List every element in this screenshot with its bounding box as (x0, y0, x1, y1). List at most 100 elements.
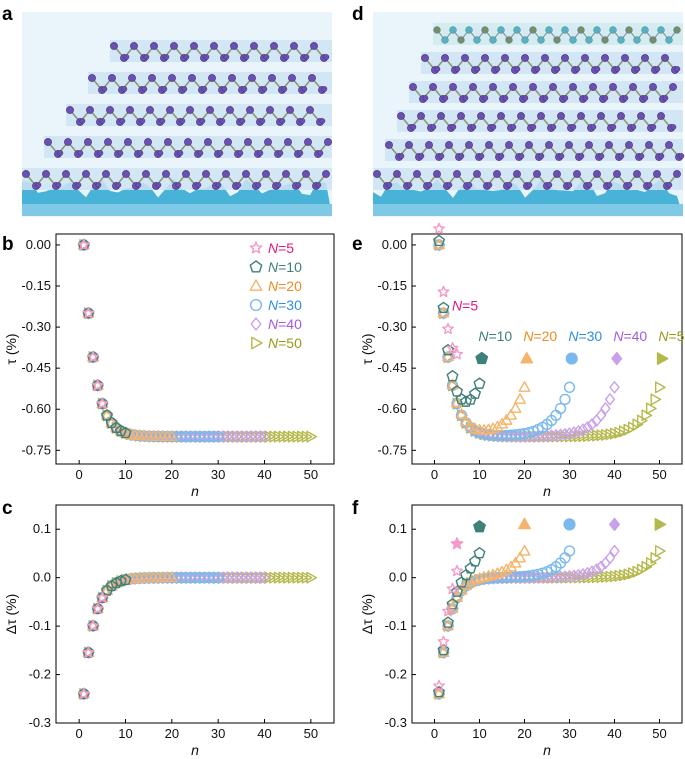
layer-2-atom (478, 153, 485, 159)
heterolayer-atom (465, 26, 473, 34)
layer-4-atom (301, 86, 308, 92)
y-tick-label: -0.60 (21, 401, 51, 416)
layer-3-atom (266, 106, 274, 114)
layer-2-atom (144, 138, 152, 146)
filled-marker-N50 (656, 352, 669, 365)
layer-5-atom (661, 54, 669, 62)
layer-3-atom (219, 118, 226, 124)
layer-1-atom (162, 170, 170, 178)
layer-1-atom (453, 170, 461, 178)
data-point (609, 544, 620, 558)
layer-2-atom (217, 150, 224, 156)
y-axis-label: Δτ (%) (3, 594, 19, 635)
layer-3-atom (410, 124, 417, 130)
layer-5-atom (654, 66, 661, 72)
data-point (259, 430, 270, 443)
layer-1-atom (433, 170, 441, 178)
layer-5-atom (474, 66, 481, 72)
y-tick-label: 0.1 (33, 521, 51, 536)
layer-1-atom (182, 170, 190, 178)
layer-4-atom (602, 95, 609, 101)
data-point (119, 426, 132, 439)
layer-5-atom (283, 54, 290, 60)
legend-prefix: N (268, 335, 279, 351)
series-N20 (433, 238, 531, 435)
heterolayer-atom (545, 26, 553, 34)
data-point (518, 544, 531, 556)
heterolayer-atom (521, 36, 529, 44)
layer-5-atom (150, 42, 158, 50)
x-tick-label: 30 (211, 467, 225, 482)
layer-5-atom (303, 54, 310, 60)
data-point (469, 573, 481, 585)
data-point (555, 570, 566, 584)
axes-frame (55, 233, 335, 465)
layer-3-atom (557, 112, 565, 120)
layer-1-atom (613, 170, 621, 178)
series-label-prefix: N (658, 328, 669, 344)
data-point (222, 430, 233, 443)
layer-1-atom (393, 170, 401, 178)
layer-4-atom (502, 95, 509, 101)
data-point (496, 429, 508, 443)
layer-1-atom (295, 182, 302, 188)
heterolayer-atom (457, 36, 465, 44)
heterolayer-atom (649, 36, 657, 44)
panel-label-e: e (352, 234, 363, 255)
layer-2-atom (257, 150, 264, 156)
layer-1-atom (493, 170, 501, 178)
data-point (165, 571, 178, 583)
heterolayer-atom (537, 36, 545, 44)
y-tick-label: -0.1 (29, 618, 51, 633)
data-point (451, 385, 463, 397)
layer-4-atom (482, 95, 489, 101)
layer-4-atom (549, 83, 557, 91)
heterolayer-atom (481, 26, 489, 34)
layer-2-atom (618, 153, 625, 159)
layer-5-atom (123, 54, 130, 60)
data-point (546, 429, 557, 442)
layer-5-atom (230, 42, 238, 50)
data-point (500, 429, 513, 442)
x-tick-label: 20 (517, 726, 531, 741)
data-point (532, 571, 544, 584)
layer-5-atom (270, 42, 278, 50)
layer-2-atom (558, 153, 565, 159)
layer-5-atom (243, 54, 250, 60)
layer-3-atom (199, 118, 206, 124)
data-point (609, 381, 620, 394)
y-tick-label: 0.00 (382, 237, 407, 252)
layer-4-atom (589, 83, 597, 91)
layer-3-atom (610, 124, 617, 130)
data-point (491, 567, 504, 579)
axes-frame (411, 233, 683, 465)
filled-marker-N40 (611, 351, 623, 366)
layer-1-atom (222, 170, 230, 178)
layer-3-atom (577, 112, 585, 120)
data-point (226, 430, 238, 443)
layer-4-atom (522, 95, 529, 101)
data-point (478, 571, 490, 582)
substrate-base (373, 204, 683, 216)
data-point (77, 238, 90, 251)
y-tick-label: -0.2 (29, 667, 51, 682)
layer-5-atom (434, 66, 441, 72)
layer-4-atom (148, 74, 156, 82)
layer-3-atom (590, 124, 597, 130)
x-tick-label: 30 (562, 726, 576, 741)
layer-2-atom (418, 153, 425, 159)
series-N5 (77, 238, 109, 409)
layer-3-bonds (400, 114, 672, 130)
layer-2-atom (117, 150, 124, 156)
data-point (87, 619, 99, 632)
y-tick-label: -0.30 (377, 319, 407, 334)
layer-2-atom (605, 141, 613, 149)
series-label-N50: N=50 (658, 328, 685, 344)
layer-3-atom (537, 112, 545, 120)
layer-4-atom (569, 83, 577, 91)
layer-1-atom (22, 170, 30, 178)
layer-2-atom (137, 150, 144, 156)
layer-5-atom (163, 54, 170, 60)
legend-marker-N10 (249, 260, 263, 273)
x-tick-label: 30 (211, 726, 225, 741)
